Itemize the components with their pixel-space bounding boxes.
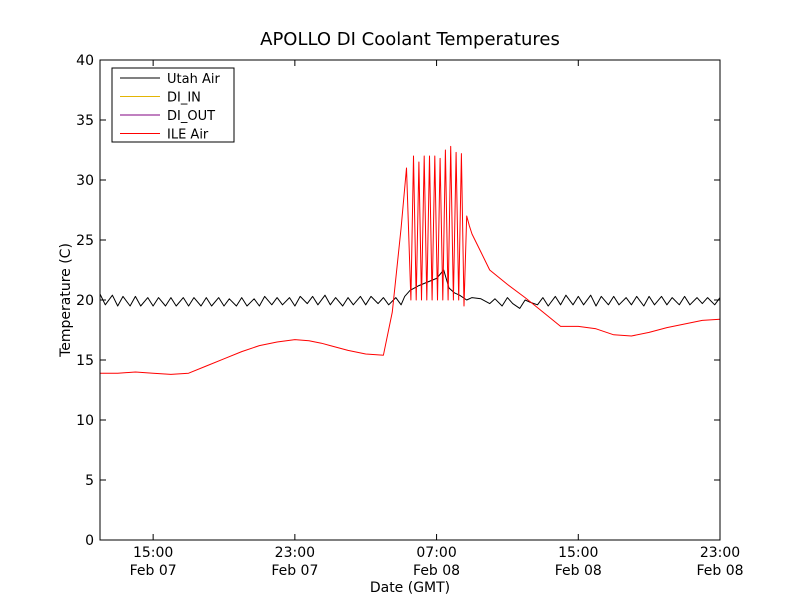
x-axis-label: Date (GMT) bbox=[370, 580, 450, 596]
legend-label-di-out: DI_OUT bbox=[167, 109, 215, 124]
y-tick-label: 15 bbox=[76, 353, 94, 369]
series-layer bbox=[99, 145, 721, 375]
y-tick-label: 35 bbox=[76, 113, 94, 129]
x-tick-label-date: Feb 07 bbox=[130, 563, 177, 579]
x-tick-label-time: 15:00 bbox=[558, 545, 598, 561]
x-tick-label-date: Feb 08 bbox=[413, 563, 460, 579]
x-tick-label-time: 23:00 bbox=[275, 545, 315, 561]
y-tick-label: 20 bbox=[76, 293, 94, 309]
legend-label-di-in: DI_IN bbox=[167, 91, 201, 106]
legend: Utah Air DI_IN DI_OUT ILE Air bbox=[111, 67, 235, 143]
x-tick-label-time: 07:00 bbox=[416, 545, 456, 561]
chart-title: APOLLO DI Coolant Temperatures bbox=[260, 29, 560, 50]
x-tick-label-date: Feb 08 bbox=[696, 563, 743, 579]
y-tick-label: 10 bbox=[76, 413, 94, 429]
y-axis-label: Temperature (C) bbox=[58, 243, 74, 358]
series-line-utah-air bbox=[99, 269, 721, 309]
x-tick-label-date: Feb 07 bbox=[271, 563, 318, 579]
y-tick-label: 30 bbox=[76, 173, 94, 189]
legend-box bbox=[111, 67, 235, 143]
x-tick-label-time: 15:00 bbox=[133, 545, 173, 561]
y-tick-label: 40 bbox=[76, 53, 94, 69]
x-tick-label-date: Feb 08 bbox=[555, 563, 602, 579]
plot-frame bbox=[99, 59, 721, 541]
x-tick-label-time: 23:00 bbox=[700, 545, 740, 561]
legend-label-utah-air: Utah Air bbox=[167, 72, 220, 87]
series-line-ile-air bbox=[100, 145, 721, 375]
y-tick-label: 5 bbox=[85, 473, 94, 489]
legend-label-ile-air: ILE Air bbox=[167, 128, 209, 143]
y-tick-label: 25 bbox=[76, 233, 94, 249]
y-tick-label: 0 bbox=[85, 533, 94, 549]
ticks-layer: 0 5 10 15 20 25 30 35 40 15:00 Feb 07 23:00 Feb 07 07… bbox=[76, 53, 743, 579]
